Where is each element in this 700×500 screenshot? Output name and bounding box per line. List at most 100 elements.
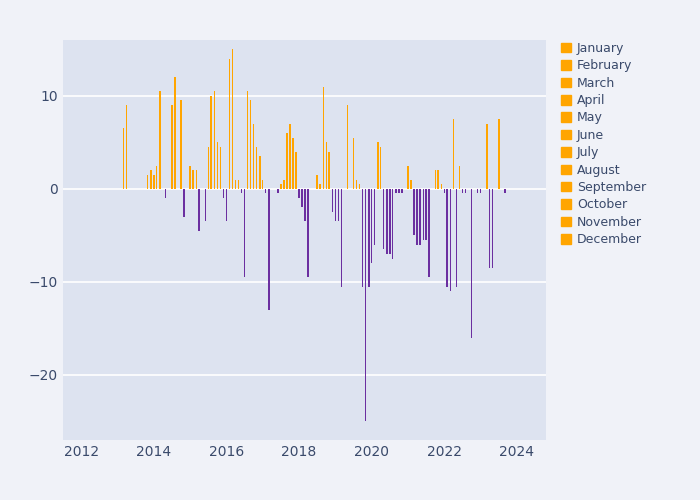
Bar: [304, 189, 306, 222]
Bar: [123, 128, 125, 189]
Bar: [456, 189, 457, 286]
Bar: [428, 189, 430, 277]
Bar: [259, 156, 260, 189]
Bar: [241, 189, 242, 194]
Bar: [262, 180, 263, 189]
Bar: [174, 77, 176, 189]
Bar: [326, 142, 327, 189]
Bar: [346, 105, 348, 189]
Bar: [207, 147, 209, 189]
Bar: [234, 180, 236, 189]
Bar: [156, 166, 158, 189]
Bar: [280, 184, 281, 189]
Bar: [492, 189, 493, 268]
Bar: [447, 189, 448, 286]
Bar: [426, 189, 427, 240]
Bar: [486, 124, 487, 189]
Bar: [250, 100, 251, 189]
Bar: [195, 170, 197, 189]
Legend: January, February, March, April, May, June, July, August, September, October, No: January, February, March, April, May, Ju…: [557, 38, 650, 250]
Bar: [337, 189, 339, 222]
Bar: [480, 189, 482, 194]
Bar: [374, 189, 375, 244]
Bar: [386, 189, 388, 254]
Bar: [435, 170, 436, 189]
Bar: [389, 189, 391, 254]
Bar: [416, 189, 418, 244]
Bar: [341, 189, 342, 286]
Bar: [410, 180, 412, 189]
Bar: [356, 180, 357, 189]
Bar: [450, 189, 452, 291]
Bar: [244, 189, 245, 277]
Bar: [319, 184, 321, 189]
Bar: [216, 142, 218, 189]
Bar: [147, 175, 148, 189]
Bar: [307, 189, 309, 277]
Bar: [419, 189, 421, 244]
Bar: [383, 189, 384, 250]
Bar: [153, 175, 155, 189]
Bar: [392, 189, 393, 258]
Bar: [181, 100, 182, 189]
Bar: [268, 189, 270, 310]
Bar: [332, 189, 333, 212]
Bar: [229, 58, 230, 189]
Bar: [301, 189, 302, 208]
Bar: [190, 166, 191, 189]
Bar: [359, 184, 360, 189]
Bar: [441, 184, 442, 189]
Bar: [444, 189, 445, 194]
Bar: [365, 189, 366, 422]
Bar: [204, 189, 206, 222]
Bar: [477, 189, 479, 194]
Bar: [211, 96, 212, 189]
Bar: [323, 86, 324, 189]
Bar: [414, 189, 415, 236]
Bar: [504, 189, 505, 194]
Bar: [289, 124, 290, 189]
Bar: [489, 189, 491, 268]
Bar: [335, 189, 336, 222]
Bar: [458, 166, 461, 189]
Bar: [395, 189, 397, 194]
Bar: [238, 180, 239, 189]
Bar: [283, 180, 284, 189]
Bar: [183, 189, 185, 216]
Bar: [165, 189, 167, 198]
Bar: [453, 119, 454, 189]
Bar: [223, 189, 224, 198]
Bar: [316, 175, 318, 189]
Bar: [199, 189, 200, 230]
Bar: [295, 152, 297, 189]
Bar: [380, 147, 382, 189]
Bar: [220, 147, 221, 189]
Bar: [265, 189, 267, 194]
Bar: [471, 189, 472, 338]
Bar: [159, 91, 161, 189]
Bar: [150, 170, 152, 189]
Bar: [172, 105, 173, 189]
Bar: [401, 189, 402, 194]
Bar: [368, 189, 370, 286]
Bar: [362, 189, 363, 286]
Bar: [232, 50, 233, 189]
Bar: [377, 142, 379, 189]
Bar: [328, 152, 330, 189]
Bar: [465, 189, 466, 194]
Bar: [353, 138, 354, 189]
Bar: [193, 170, 194, 189]
Bar: [277, 189, 279, 194]
Bar: [407, 166, 409, 189]
Bar: [498, 119, 500, 189]
Bar: [253, 124, 254, 189]
Bar: [256, 147, 258, 189]
Bar: [292, 138, 293, 189]
Bar: [438, 170, 439, 189]
Bar: [462, 189, 463, 194]
Bar: [225, 189, 227, 222]
Bar: [371, 189, 372, 264]
Bar: [247, 91, 248, 189]
Bar: [298, 189, 300, 198]
Bar: [423, 189, 424, 240]
